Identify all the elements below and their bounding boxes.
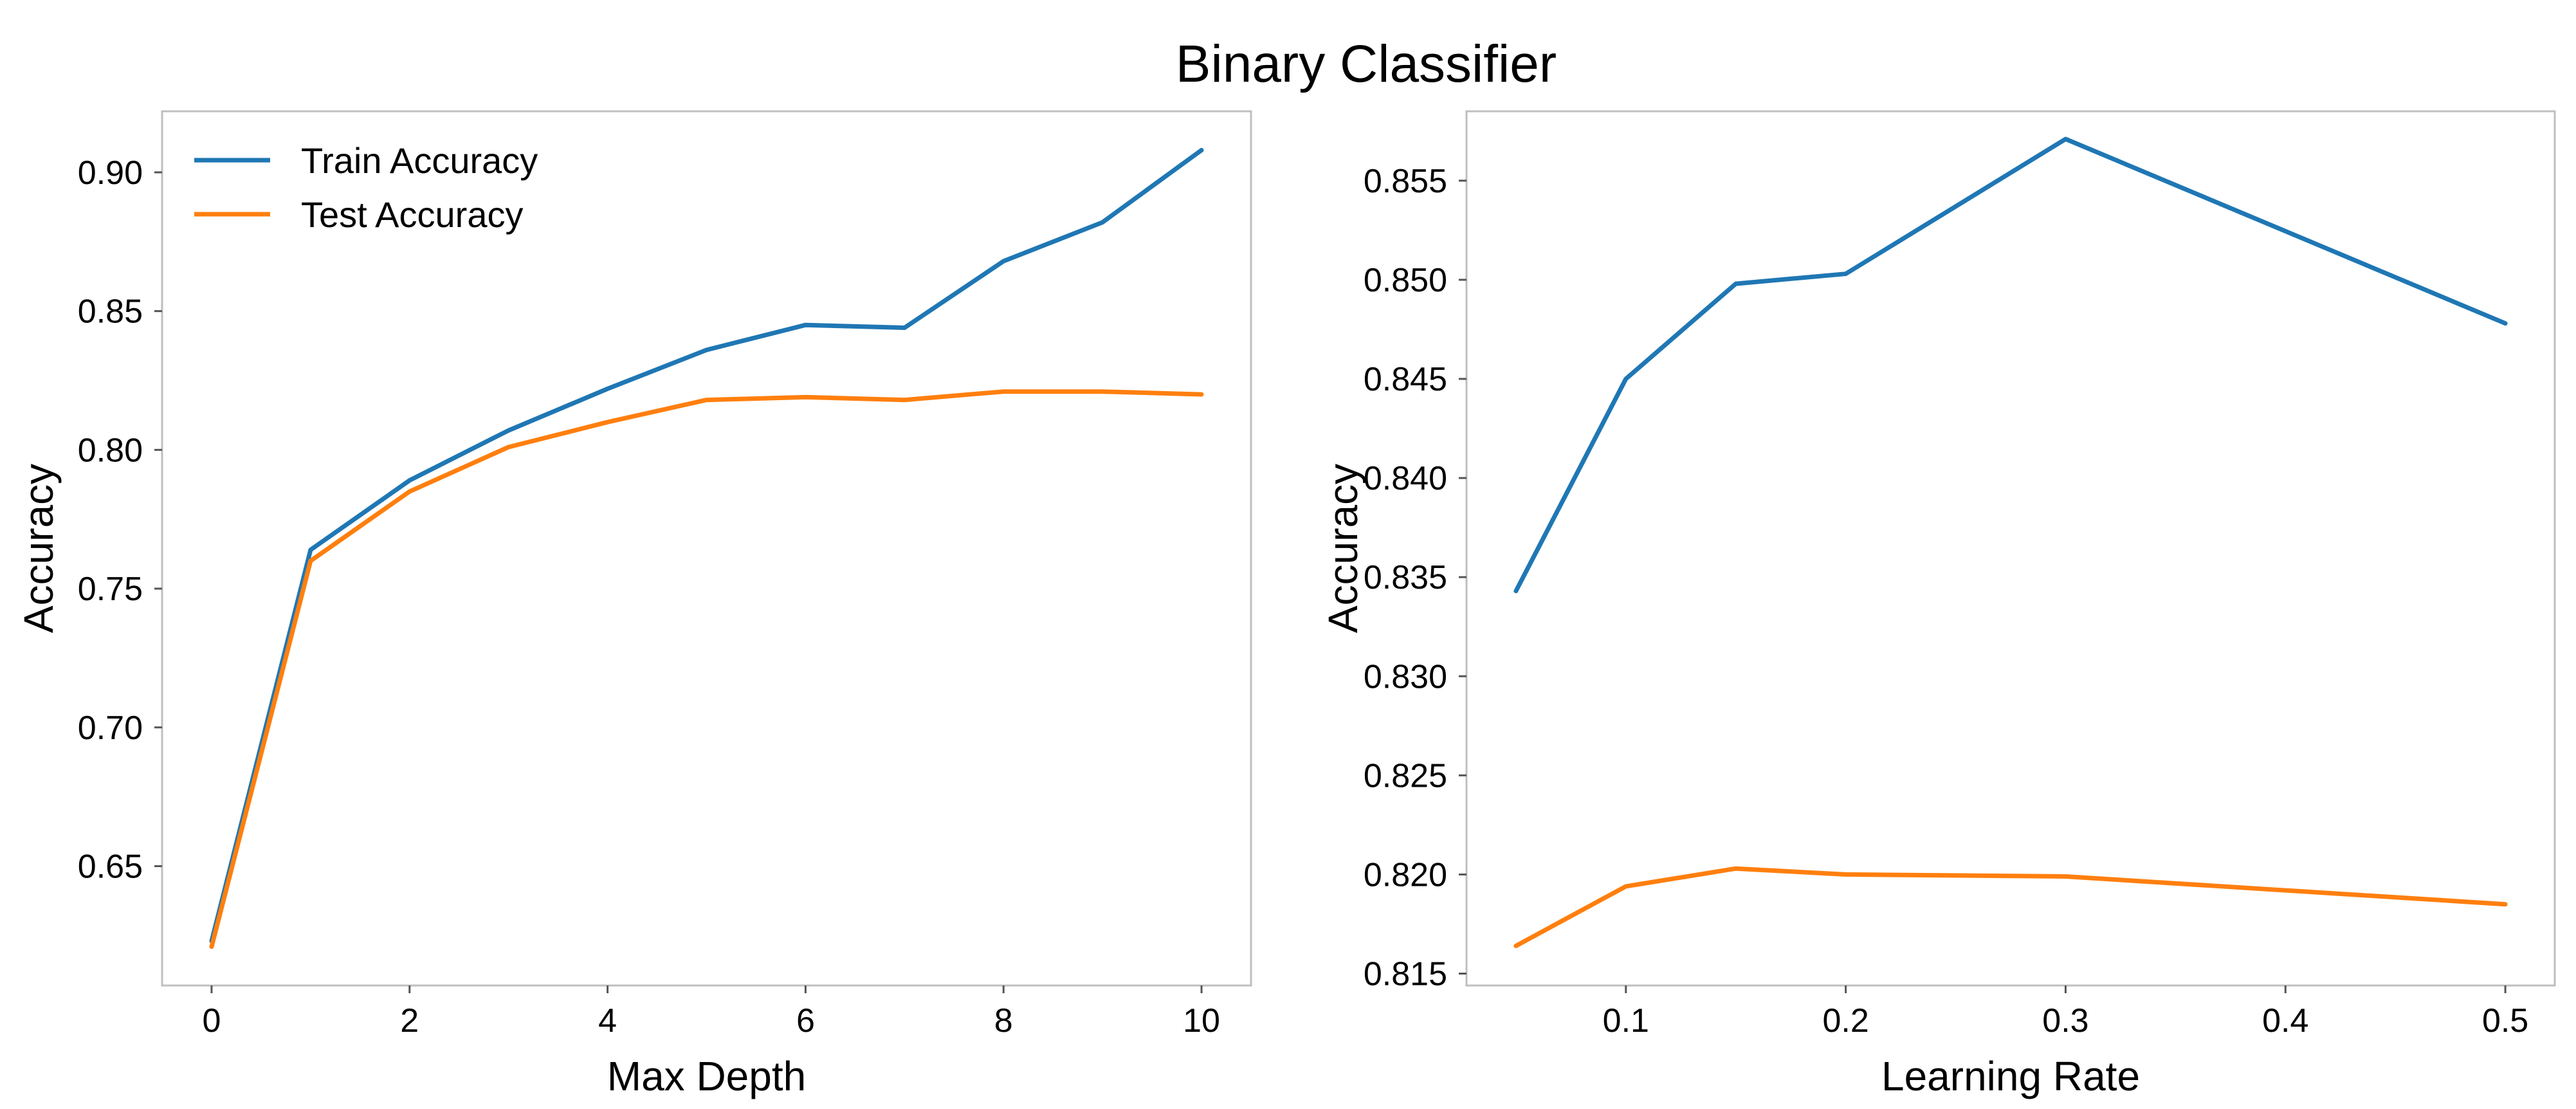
learning-rate-axes-frame (1465, 110, 2556, 987)
learning-rate-x-tick-label: 0.3 (2042, 1002, 2088, 1040)
learning-rate-x-tick-label: 0.5 (2482, 1002, 2528, 1040)
max-depth-x-tick-label: 0 (202, 1002, 221, 1040)
max-depth-x-tick-label: 8 (994, 1002, 1013, 1040)
learning-rate-y-tick-label: 0.840 (1364, 460, 1447, 497)
max-depth-series-train-accuracy-line (209, 147, 1204, 944)
learning-rate-y-tick-label: 0.820 (1364, 856, 1447, 894)
learning-rate-y-tick-label: 0.850 (1364, 262, 1447, 299)
legend-label-train-accuracy: Train Accuracy (301, 140, 538, 181)
learning-rate-x-tick-label: 0.1 (1603, 1002, 1649, 1040)
max-depth-x-axis-label: Max Depth (607, 1053, 806, 1099)
max-depth-y-axis-label: Accuracy (15, 464, 62, 633)
learning-rate-x-tick-label: 0.4 (2262, 1002, 2308, 1040)
max-depth-axes-frame (161, 110, 1252, 987)
learning-rate-x-tick-label: 0.2 (1822, 1002, 1868, 1040)
legend-label-test-accuracy: Test Accuracy (301, 194, 523, 235)
learning-rate-y-tick-label: 0.835 (1364, 559, 1447, 596)
learning-rate-y-tick-label: 0.815 (1364, 956, 1447, 993)
max-depth-x-tick-label: 10 (1183, 1002, 1220, 1040)
max-depth-series-test-accuracy-line (209, 389, 1204, 949)
max-depth-y-tick-label: 0.65 (78, 848, 143, 885)
max-depth-x-tick-label: 2 (400, 1002, 419, 1040)
learning-rate-y-tick-label: 0.825 (1364, 757, 1447, 794)
chart-panel-max-depth: 0 2 4 6 8 10 0.65 0.70 0.75 0.80 0.85 0.90 Max Depth… (15, 110, 1252, 1099)
max-depth-x-tick-label: 6 (796, 1002, 815, 1040)
learning-rate-series-train-accuracy-line (1513, 136, 2508, 594)
learning-rate-series-test-accuracy-line (1513, 866, 2508, 948)
learning-rate-y-tick-label: 0.855 (1364, 163, 1447, 200)
chart-panel-learning-rate: 0.1 0.2 0.3 0.4 0.5 0.815 0.820 0.825 0.830 0.835… (1320, 110, 2556, 1099)
max-depth-y-tick-label: 0.90 (78, 154, 143, 192)
max-depth-y-tick-label: 0.85 (78, 293, 143, 331)
learning-rate-y-axis-label: Accuracy (1320, 464, 1366, 633)
max-depth-x-tick-label: 4 (598, 1002, 617, 1040)
figure-title: Binary Classifier (1176, 35, 1557, 93)
max-depth-y-tick-label: 0.75 (78, 571, 143, 608)
max-depth-y-tick-label: 0.70 (78, 710, 143, 747)
learning-rate-y-tick-label: 0.845 (1364, 361, 1447, 398)
learning-rate-x-axis-label: Learning Rate (1881, 1053, 2140, 1099)
learning-rate-y-tick-label: 0.830 (1364, 658, 1447, 695)
max-depth-y-tick-label: 0.80 (78, 432, 143, 469)
